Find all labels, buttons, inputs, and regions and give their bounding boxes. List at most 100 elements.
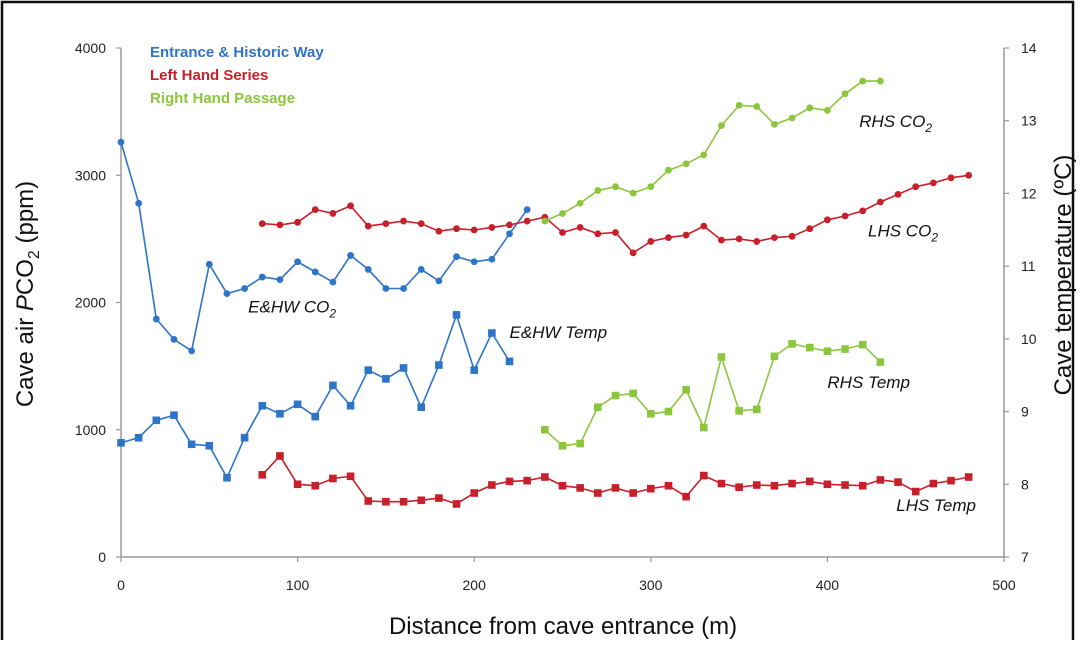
- lhs-co2-point: [894, 190, 902, 198]
- ehw-temp-point: [187, 440, 196, 449]
- ehw-co2-point: [223, 290, 231, 297]
- rhs-co2-point: [735, 101, 743, 109]
- lhs-temp-point: [752, 481, 761, 489]
- series-lhs-co2: [258, 171, 973, 257]
- rhs-co2-point: [771, 120, 778, 128]
- lhs-co2-point: [859, 207, 867, 215]
- ehw-co2-point: [417, 266, 425, 273]
- ehw-co2-point: [311, 268, 319, 276]
- rhs-co2-point: [612, 183, 619, 191]
- rhs-co2-point: [541, 217, 549, 225]
- lhs-temp-point: [346, 472, 355, 481]
- rhs-co2-point: [824, 106, 831, 114]
- ehw-co2-point: [488, 255, 496, 263]
- rhs-temp-point: [770, 352, 779, 361]
- annotation-rhs-co2-text: RHS CO: [859, 112, 925, 131]
- lhs-temp-point: [382, 497, 390, 506]
- ehw-temp-point: [205, 441, 214, 450]
- rhs-temp-point: [664, 407, 673, 416]
- ehw-temp-point: [117, 439, 125, 447]
- ehw-temp-point: [452, 311, 461, 319]
- x-tick-label: 200: [463, 577, 487, 593]
- ehw-co2-point: [506, 230, 513, 238]
- series-group: [117, 77, 973, 508]
- rhs-co2-point: [753, 103, 761, 110]
- ehw-co2-point: [294, 258, 301, 266]
- ehw-temp-point: [170, 411, 178, 420]
- rhs-co2-point: [718, 122, 725, 130]
- lhs-temp-point: [894, 478, 902, 486]
- lhs-temp-point: [523, 476, 531, 485]
- ehw-temp-point: [152, 416, 161, 425]
- ehw-temp-point: [293, 400, 302, 409]
- lhs-co2-point: [647, 238, 655, 245]
- rhs-temp-point: [717, 353, 726, 361]
- lhs-co2-point: [382, 220, 390, 228]
- rhs-temp-point: [823, 347, 832, 356]
- legend: Entrance & Historic Way Left Hand Series…: [150, 44, 324, 107]
- y-right-tick-label: 13: [1021, 113, 1037, 129]
- rhs-temp-point: [611, 391, 620, 400]
- ehw-co2-line: [120, 141, 528, 353]
- lhs-co2-point: [435, 227, 443, 235]
- ehw-temp-point: [417, 403, 426, 412]
- y-left-axis-title: Cave air PCO2 (ppm): [12, 181, 43, 407]
- lhs-temp-point: [699, 471, 708, 480]
- rhs-temp-point: [788, 340, 796, 348]
- lhs-co2-point: [594, 230, 602, 238]
- ehw-temp-point: [505, 357, 514, 366]
- legend-entry-right-hand-passage: Right Hand Passage: [150, 90, 295, 107]
- rhs-co2-point: [594, 187, 602, 194]
- x-tick-label: 0: [117, 577, 125, 593]
- rhs-temp-point: [876, 358, 885, 366]
- y-left-title-pre: Cave air: [12, 311, 39, 407]
- ehw-temp-point: [329, 381, 337, 390]
- ehw-co2-point: [170, 336, 178, 343]
- series-lhs-temp: [258, 452, 973, 508]
- ehw-co2-point: [188, 347, 196, 355]
- lhs-co2-point: [276, 221, 284, 229]
- annotation-ehw-co2-text: E&HW CO: [248, 298, 329, 317]
- rhs-temp-point: [647, 409, 655, 418]
- ehw-temp-point: [346, 401, 355, 410]
- lhs-temp-point: [735, 483, 743, 491]
- rhs-temp-point: [558, 441, 567, 450]
- rhs-temp-point: [594, 403, 602, 412]
- x-tick-label: 400: [816, 577, 840, 593]
- rhs-co2-point: [806, 104, 814, 112]
- y-left-title-sub: 2: [26, 250, 43, 259]
- lhs-co2-point: [876, 198, 884, 206]
- lhs-temp-point: [805, 477, 814, 486]
- rhs-co2-point: [682, 160, 690, 168]
- ehw-co2-point: [347, 252, 354, 259]
- lhs-temp-point: [470, 489, 478, 497]
- ehw-temp-point: [240, 433, 249, 442]
- y-right-tick-label: 14: [1021, 40, 1037, 56]
- lhs-co2-point: [771, 234, 778, 242]
- lhs-co2-point: [488, 224, 496, 231]
- series-ehw-temp: [117, 311, 514, 482]
- rhs-co2-point: [559, 210, 566, 217]
- ehw-temp-line: [120, 312, 511, 480]
- lhs-co2-point: [700, 222, 708, 230]
- ehw-temp-point: [382, 375, 390, 383]
- ehw-co2-point: [470, 258, 478, 266]
- y-right-axis-title: Cave temperature (ºC): [1050, 155, 1077, 396]
- series-ehw-co2: [117, 138, 531, 355]
- lhs-temp-point: [558, 481, 567, 490]
- lhs-co2-point: [735, 235, 743, 243]
- lhs-co2-point: [470, 226, 478, 234]
- x-tick-label: 100: [286, 577, 310, 593]
- rhs-temp-point: [699, 423, 708, 432]
- annotation-rhs-co2: RHS CO2: [859, 112, 932, 135]
- lhs-co2-point: [506, 221, 513, 229]
- lhs-temp-point: [858, 481, 867, 490]
- lhs-temp-point: [911, 487, 920, 496]
- ehw-co2-point: [329, 278, 337, 286]
- lhs-temp-point: [399, 497, 408, 506]
- ehw-co2-point: [152, 315, 160, 323]
- lhs-temp-point: [964, 473, 973, 481]
- lhs-co2-point: [682, 231, 690, 239]
- legend-entry-left-hand-series: Left Hand Series: [150, 67, 268, 84]
- lhs-co2-point: [788, 232, 796, 240]
